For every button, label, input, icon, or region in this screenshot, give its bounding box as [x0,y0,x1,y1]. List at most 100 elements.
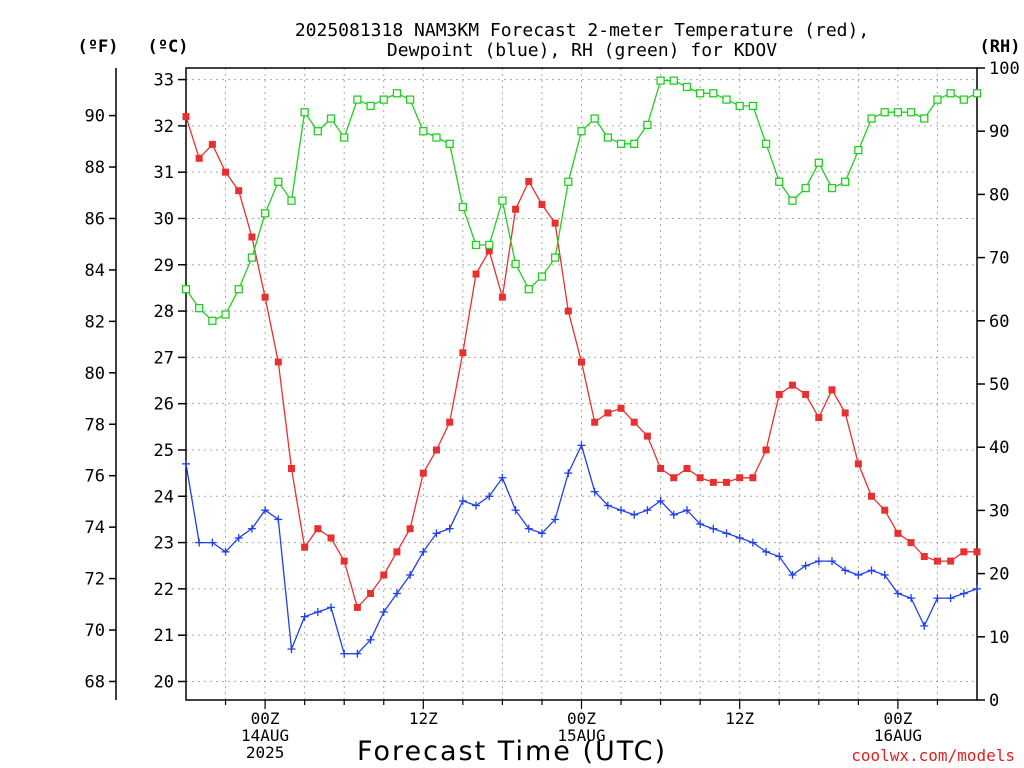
series-rh [181,76,982,325]
temperature-point [973,548,981,556]
rh-point [564,177,573,186]
rh-point [260,209,270,218]
dewpoint-point [472,501,481,510]
celsius-unit-label: (ºC) [148,37,189,57]
dewpoint-point [208,538,217,547]
fahrenheit-tick-label: 86 [85,209,105,229]
rh-tick-label: 10 [989,628,1009,648]
temperature-point [868,492,876,500]
temperature-point [854,460,862,468]
credit-link[interactable]: coolwx.com/models [851,746,1015,765]
series-dewpoint [182,441,981,658]
x-tick-label: 12Z [725,709,754,728]
temperature-point [419,469,427,477]
temperature-point [683,464,691,472]
rh-point [669,76,678,85]
dewpoint-point [221,547,230,556]
rh-point [458,202,468,212]
rh-tick-label: 80 [989,185,1009,205]
x-tick-label: 00Z [883,709,912,728]
dewpoint-point [287,645,296,654]
rh-tick-label: 70 [989,249,1009,269]
dewpoint-point [630,510,639,519]
rh-point [906,108,916,117]
celsius-tick-label: 32 [154,117,174,137]
x-tick-label: 12Z [409,709,438,728]
dewpoint-point [920,621,929,630]
chart-title-line2: Dewpoint (blue), RH (green) for KDOV [387,40,777,61]
rh-point [735,101,744,111]
dewpoint-point [643,506,652,515]
temperature-point [841,409,849,417]
dewpoint-point [603,501,612,510]
dewpoint-point [485,492,494,501]
fahrenheit-tick-label: 88 [85,158,105,178]
dewpoint-point [893,589,902,598]
celsius-tick-label: 23 [154,534,174,554]
fahrenheit-unit-label: (ºF) [78,37,119,57]
temperature-point [788,381,796,389]
fahrenheit-tick-label: 72 [85,570,105,590]
temperature-point [591,418,599,426]
dewpoint-point [498,473,507,482]
dewpoint-point [366,635,375,644]
temperature-point [551,219,559,227]
rh-point [643,120,652,130]
temperature-point [564,307,572,315]
dewpoint-point [511,506,520,515]
x-tick-label: 15AUG [557,726,605,745]
fahrenheit-tick-label: 68 [85,672,105,692]
rh-point [498,196,507,205]
dewpoint-point [234,533,243,542]
celsius-tick-label: 24 [154,487,174,507]
dewpoint-point [247,524,256,533]
rh-point [247,253,257,262]
celsius-tick-label: 27 [154,348,174,368]
temperature-point [340,557,348,565]
rh-point [933,95,942,104]
dewpoint-point [551,515,560,524]
rh-point [880,108,889,117]
temperature-point [472,270,480,278]
temperature-point [208,140,216,148]
celsius-tick-label: 28 [154,302,174,322]
temperature-point [670,474,678,482]
dewpoint-point [907,594,916,603]
axes: 20 21 22 23 24 25 26 27 28 29 30 31 32 33 68 70 72 74 76 78… [85,59,1020,762]
rh-point [722,95,731,104]
temperature-point [723,478,731,486]
dewpoint-point [867,566,876,575]
dewpoint-point [406,570,415,579]
celsius-tick-label: 33 [154,71,174,91]
dewpoint-point [762,547,771,556]
temperature-point [248,233,256,241]
rh-point [221,310,230,319]
temperature-point [393,548,401,556]
dewpoint-point [590,487,599,496]
dewpoint-point [959,589,968,598]
rh-point [630,139,639,148]
dewpoint-point [379,608,388,617]
dewpoint-point [696,520,705,529]
rh-point [313,127,322,136]
rh-point [471,240,481,250]
temperature-point [643,432,651,440]
celsius-tick-label: 29 [154,256,174,276]
rh-point [511,259,520,269]
rh-point [748,101,758,111]
rh-point [854,146,863,155]
dewpoint-point [682,506,691,515]
temperature-point [960,548,968,556]
temperature-point [775,390,783,398]
fahrenheit-tick-label: 90 [85,107,105,127]
dewpoint-point [577,441,586,450]
dewpoint-point [313,608,322,617]
temperature-point [604,409,612,417]
rh-tick-label: 20 [989,565,1009,585]
dewpoint-point [801,561,810,570]
temperature-point [630,418,638,426]
plot-frame [185,67,978,701]
rh-tick-label: 40 [989,438,1009,458]
temperature-point [933,557,941,565]
